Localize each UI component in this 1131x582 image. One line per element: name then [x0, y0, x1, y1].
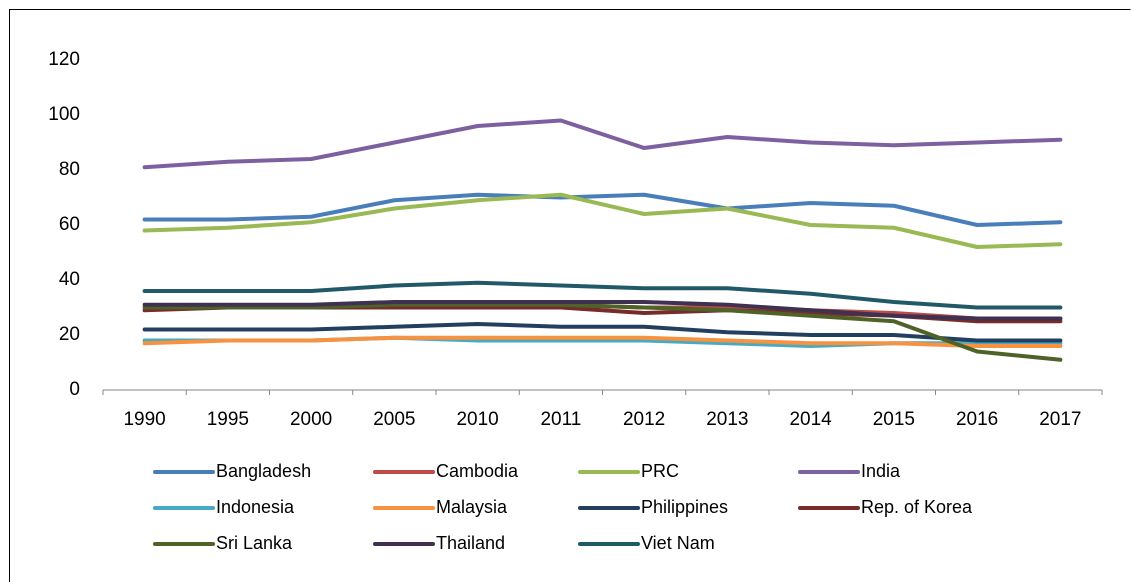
series-line	[142, 192, 1063, 249]
series-line	[142, 302, 1063, 362]
legend: Bangladesh Cambodia PRC India Indonesia Malay…	[153, 461, 973, 553]
x-tick-label: 2013	[706, 409, 748, 430]
y-tick-label: 100	[48, 104, 80, 125]
y-tick-label: 0	[69, 379, 80, 400]
x-tick-label: 2000	[290, 409, 332, 430]
legend-label: Bangladesh	[216, 461, 311, 481]
x-tick-label: 2012	[623, 409, 665, 430]
x-tick-label: 2016	[956, 409, 998, 430]
x-tick-label: 2014	[789, 409, 832, 430]
series-line	[142, 280, 1063, 310]
legend-label: Rep. of Korea	[861, 497, 973, 517]
legend-label: India	[861, 461, 901, 481]
x-tick-label: 2005	[373, 409, 415, 430]
legend-label: Thailand	[436, 533, 505, 553]
x-tick-label: 2017	[1039, 409, 1081, 430]
x-tick-label: 2011	[540, 409, 581, 430]
legend-label: Sri Lanka	[216, 533, 293, 553]
legend-label: PRC	[641, 461, 679, 481]
legend-label: Philippines	[641, 497, 728, 517]
y-tick-label: 20	[59, 324, 80, 345]
series-line	[142, 192, 1063, 227]
y-tick-label: 80	[59, 159, 80, 180]
frame	[9, 9, 1131, 582]
x-tick-label: 2010	[456, 409, 498, 430]
legend-label: Malaysia	[436, 497, 508, 517]
y-tick-label: 120	[48, 49, 80, 70]
legend-label: Indonesia	[216, 497, 295, 517]
legend-label: Viet Nam	[641, 533, 715, 553]
x-tick-label: 1990	[123, 409, 165, 430]
series-line	[142, 118, 1063, 170]
series-line	[142, 322, 1063, 343]
y-tick-label: 40	[59, 269, 80, 290]
legend-label: Cambodia	[436, 461, 519, 481]
series-line	[142, 335, 1063, 348]
y-tick-label: 60	[59, 214, 80, 235]
x-tick-label: 1995	[207, 409, 249, 430]
series-line	[142, 300, 1063, 321]
x-tick-label: 2015	[873, 409, 915, 430]
